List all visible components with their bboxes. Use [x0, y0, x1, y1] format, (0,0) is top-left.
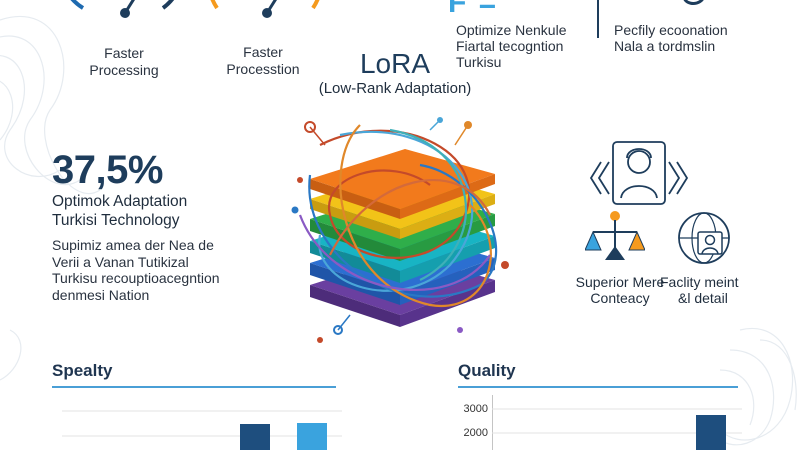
chart-right: [492, 395, 742, 450]
right-label-right-line-1: Faclity meint: [660, 274, 739, 290]
gauge-label-2-text: Faster Processtion: [226, 44, 300, 77]
section-line-left: [52, 386, 336, 388]
gauge-1: [70, 0, 175, 18]
left-body-line-1: Supimiz amea der Nea de: [52, 237, 214, 253]
section-title-left: Spealty: [52, 361, 112, 381]
chart-right-tick-2000: 2000: [448, 427, 488, 439]
chart-left-bar-2: [297, 423, 327, 450]
thread-nodes: [291, 117, 509, 343]
gauge-label-1: Faster Processing: [64, 45, 184, 79]
section-title-right: Quality: [458, 361, 516, 381]
top-stat-right-line-1: Pecfily ecoonation: [614, 22, 728, 38]
top-stat-right-line-2: Nala a tordmslin: [614, 38, 716, 54]
chart-left-bar-1: [240, 424, 270, 450]
gauge-row: [70, 0, 320, 18]
face-scan-icon: [589, 141, 689, 205]
right-label-right: Faclity meint &l detail: [660, 274, 739, 306]
divider: [597, 0, 599, 38]
chart-right-tick-3000-text: 3000: [463, 403, 488, 415]
top-stat-right-block: Pecfily ecoonation Nala a tordmslin: [614, 22, 728, 54]
top-stat-left-block: Optimize Nenkule Fiartal tecogntion Turk…: [456, 22, 567, 70]
stat-percent-text: 37,5%: [52, 148, 163, 192]
left-headline-line-1: Optimok Adaptation: [52, 193, 188, 210]
top-right-icon: [683, 0, 704, 5]
left-headline-line-2: Turkisi Technology: [52, 212, 180, 229]
page-subtitle-text: (Low-Rank Adaptation): [318, 80, 472, 97]
left-body: Supimiz amea der Nea de Verii a Vanan Tu…: [52, 237, 220, 303]
balance-scale-icon: [585, 211, 645, 260]
left-body-line-2: Verii a Vanan Tutikizal: [52, 253, 189, 270]
chart-right-bar-1: [696, 415, 726, 450]
right-label-left-line-1: Superior Mere: [575, 274, 665, 290]
top-stat-left-line-1: Optimize Nenkule: [456, 22, 567, 38]
section-title-left-text: Spealty: [52, 361, 113, 380]
top-stat-fragment: F =: [448, 0, 498, 20]
right-label-left: Superior Mere Conteacy: [570, 274, 670, 306]
top-stat-left-line-3: Turkisu: [456, 54, 502, 70]
gauge-label-2: Faster Processtion: [203, 44, 323, 78]
section-line-right: [458, 386, 738, 388]
chart-right-tick-2000-text: 2000: [463, 427, 488, 439]
page-subtitle: (Low-Rank Adaptation): [290, 80, 500, 97]
left-body-line-4: denmesi Nation: [52, 286, 150, 303]
lora-layers-illustration: [291, 117, 509, 343]
chart-left: [62, 410, 342, 450]
left-headline: Optimok Adaptation Turkisi Technology: [52, 192, 187, 230]
stat-percent: 37,5%: [52, 148, 163, 193]
page-title: LoRA: [300, 48, 490, 80]
chart-right-tick-3000: 3000: [448, 403, 488, 415]
gauge-2: [210, 0, 320, 18]
right-label-left-line-2: Conteacy: [590, 290, 650, 306]
gauge-label-1-text: Faster Processing: [89, 45, 159, 78]
face-globe-icon: [678, 212, 730, 264]
right-label-right-line-2: &l detail: [678, 290, 728, 306]
section-title-right-text: Quality: [458, 361, 516, 380]
page-title-text: LoRA: [359, 48, 431, 79]
left-body-line-3: Turkisu recouptioacegntion: [52, 270, 220, 286]
top-stat-fragment-text: F =: [448, 0, 499, 19]
top-stat-left-line-2: Fiartal tecogntion: [456, 38, 564, 54]
adapter-threads: [298, 124, 498, 308]
layer-stack: [310, 149, 495, 327]
